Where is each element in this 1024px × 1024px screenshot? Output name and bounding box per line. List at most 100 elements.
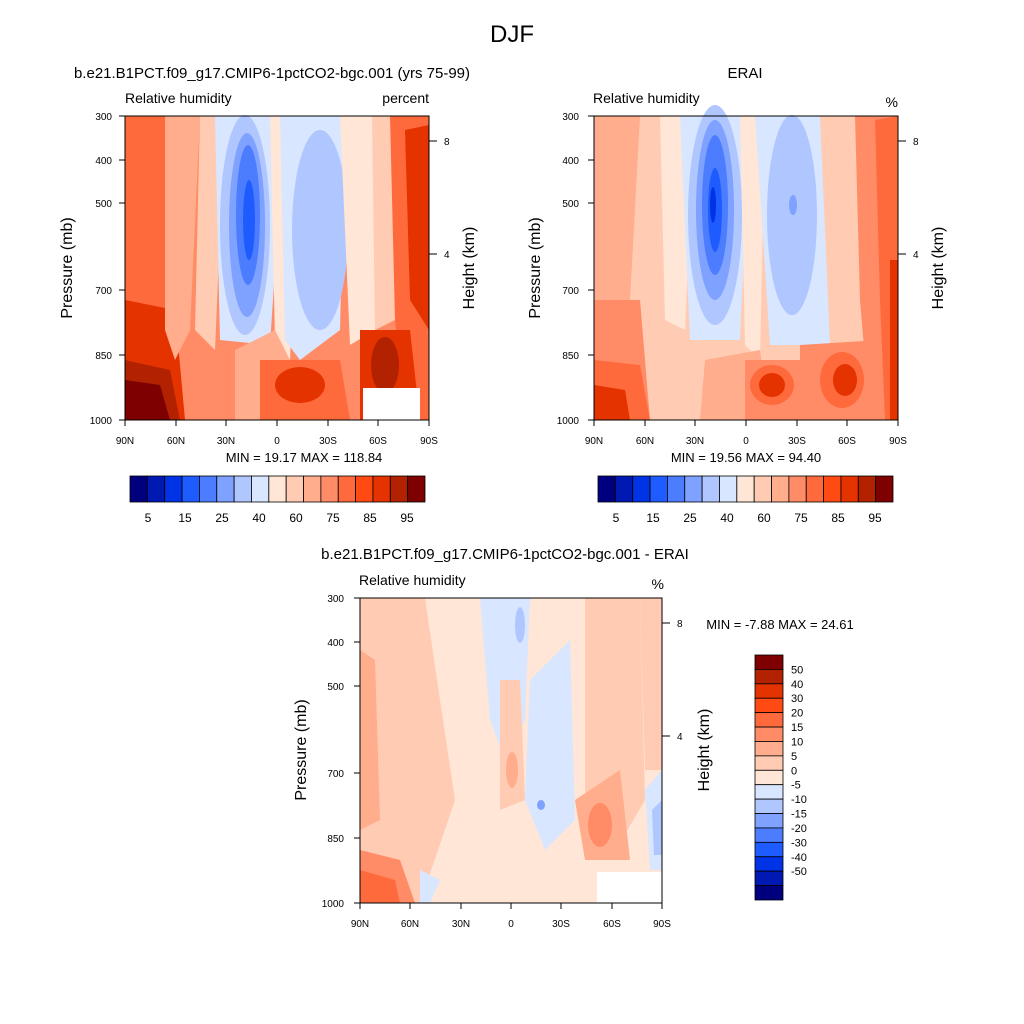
colorbar-label: 15 <box>178 511 192 525</box>
colorbar-label: 5 <box>613 511 620 525</box>
colorbar-label: 40 <box>791 679 803 691</box>
ytick-right: 4 <box>913 250 919 261</box>
xtick: 30N <box>452 919 470 930</box>
xtick: 90S <box>889 436 907 447</box>
colorbar-swatch <box>632 475 651 503</box>
panel-diff-title: b.e21.B1PCT.f09_g17.CMIP6-1pctCO2-bgc.00… <box>321 546 689 563</box>
colorbar-label: -10 <box>791 794 807 806</box>
xtick: 60N <box>401 919 419 930</box>
xtick: 60N <box>167 436 185 447</box>
colorbar-swatch <box>754 784 784 800</box>
colorbar-label: 10 <box>791 736 803 748</box>
panel-model-ylabel: Pressure (mb) <box>59 217 76 318</box>
colorbar-swatch <box>407 475 426 503</box>
panel-erai-variable: Relative humidity <box>593 90 700 106</box>
ytick: 850 <box>95 351 112 362</box>
colorbar-swatch <box>684 475 703 503</box>
colorbar-swatch <box>146 475 166 503</box>
colorbar-label: 95 <box>400 511 414 525</box>
colorbar-swatch <box>736 475 755 503</box>
panel-model-colorbar-labels: 5 15 25 40 60 75 85 95 <box>145 511 414 525</box>
xtick: 30N <box>217 436 235 447</box>
colorbar-label: 0 <box>791 765 797 777</box>
colorbar-label: 25 <box>683 511 697 525</box>
panel-erai-title: ERAI <box>727 65 762 82</box>
xtick: 0 <box>274 436 280 447</box>
ytick-right: 8 <box>913 137 919 148</box>
ytick: 500 <box>95 199 112 210</box>
xtick: 90N <box>116 436 134 447</box>
colorbar-label: 30 <box>791 693 803 705</box>
ytick: 1000 <box>557 416 580 427</box>
colorbar-swatch <box>268 475 287 503</box>
colorbar-swatch <box>649 475 668 503</box>
colorbar-swatch <box>320 475 339 503</box>
panel-diff-field <box>360 598 662 903</box>
colorbar-label: 75 <box>794 511 808 525</box>
colorbar-label: 60 <box>757 511 771 525</box>
panel-model-xticks: 90N 60N 30N 0 30S 60S 90S <box>116 436 438 447</box>
colorbar-label: 85 <box>831 511 845 525</box>
panel-model-units: percent <box>382 90 429 106</box>
colorbar-swatch <box>788 475 807 503</box>
colorbar-swatch <box>754 683 784 699</box>
ytick: 400 <box>562 156 579 167</box>
colorbar-swatch <box>164 475 183 503</box>
colorbar-swatch <box>389 475 409 503</box>
panel-erai-ylabel-right: Height (km) <box>930 227 947 310</box>
xtick: 90N <box>351 919 369 930</box>
xtick: 60S <box>369 436 387 447</box>
colorbar-swatch <box>216 475 235 503</box>
colorbar-label: 85 <box>363 511 377 525</box>
xtick: 90S <box>653 919 671 930</box>
colorbar-label: 15 <box>646 511 660 525</box>
xtick: 60S <box>603 919 621 930</box>
colorbar-swatch <box>754 741 784 757</box>
panel-erai-stats: MIN = 19.56 MAX = 94.40 <box>671 450 821 465</box>
xtick: 0 <box>743 436 749 447</box>
ytick-right: 4 <box>444 250 450 261</box>
colorbar-swatch <box>754 654 784 670</box>
colorbar-swatch <box>753 475 772 503</box>
panel-erai-field <box>594 105 898 420</box>
colorbar-swatch <box>754 769 784 786</box>
xtick: 90N <box>585 436 603 447</box>
panel-model-yticks: 300 400 500 700 850 1000 <box>90 112 113 427</box>
ytick-right: 4 <box>677 732 683 743</box>
colorbar-swatch <box>754 697 784 714</box>
panel-erai-xticks: 90N 60N 30N 0 30S 60S 90S <box>585 436 907 447</box>
ytick: 500 <box>562 199 579 210</box>
panel-erai-colorbar-labels: 5 15 25 40 60 75 85 95 <box>613 511 882 525</box>
colorbar-label: 25 <box>215 511 229 525</box>
panel-diff-ylabel-right: Height (km) <box>696 709 713 792</box>
ytick: 400 <box>95 156 112 167</box>
xtick: 30S <box>319 436 337 447</box>
panel-erai-colorbar <box>597 475 894 503</box>
ytick: 1000 <box>90 416 113 427</box>
panel-erai-ylabel: Pressure (mb) <box>527 217 544 318</box>
ytick: 700 <box>562 286 579 297</box>
colorbar-label: 20 <box>791 708 803 720</box>
colorbar-swatch <box>181 475 200 503</box>
colorbar-swatch <box>771 475 790 503</box>
panel-model-field <box>125 115 429 420</box>
xtick: 30S <box>552 919 570 930</box>
colorbar-label: -5 <box>791 780 801 792</box>
colorbar-swatch <box>754 870 784 886</box>
panel-diff-units: % <box>652 576 664 592</box>
panel-model-variable: Relative humidity <box>125 90 232 106</box>
ytick: 700 <box>327 769 344 780</box>
panel-diff-stats: MIN = -7.88 MAX = 24.61 <box>706 617 853 632</box>
panel-model-title: b.e21.B1PCT.f09_g17.CMIP6-1pctCO2-bgc.00… <box>74 65 470 82</box>
colorbar-swatch <box>337 475 356 503</box>
colorbar-swatch <box>233 475 252 503</box>
colorbar-label: 60 <box>289 511 303 525</box>
colorbar-swatch <box>719 475 738 503</box>
colorbar-swatch <box>754 827 784 843</box>
ytick-right: 8 <box>444 137 450 148</box>
xtick: 60N <box>636 436 654 447</box>
colorbar-swatch <box>199 475 218 503</box>
ytick: 700 <box>95 286 112 297</box>
page-title: DJF <box>490 21 534 48</box>
ytick: 300 <box>95 112 112 123</box>
